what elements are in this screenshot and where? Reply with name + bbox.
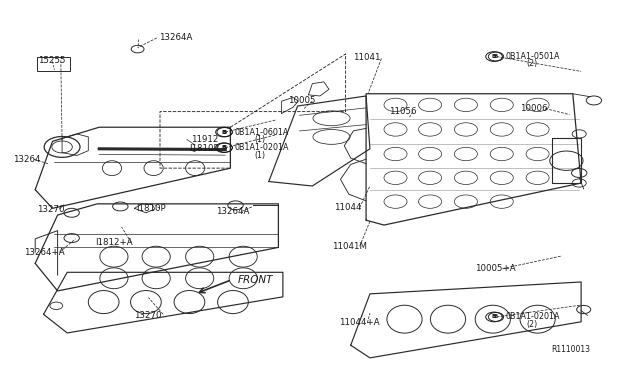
Text: B: B — [494, 54, 498, 59]
Text: (2): (2) — [526, 320, 538, 329]
Text: 0B1A1-0201A: 0B1A1-0201A — [234, 143, 289, 152]
Text: 13264+A: 13264+A — [24, 248, 65, 257]
Text: 0B1A1-0601A: 0B1A1-0601A — [234, 128, 289, 137]
Text: (2): (2) — [526, 60, 538, 68]
Text: 10005+A: 10005+A — [475, 264, 515, 273]
Text: 13264A: 13264A — [216, 207, 250, 216]
Text: B: B — [223, 129, 227, 135]
Text: B: B — [494, 314, 498, 320]
Text: (1): (1) — [255, 135, 266, 144]
Text: 11912: 11912 — [191, 135, 218, 144]
Text: 0B1A1-0501A: 0B1A1-0501A — [506, 52, 560, 61]
Text: 13270: 13270 — [134, 311, 162, 320]
Text: I1812+A: I1812+A — [95, 238, 132, 247]
Text: 15255: 15255 — [38, 56, 66, 65]
Text: FRONT: FRONT — [238, 275, 273, 285]
Text: 10005: 10005 — [288, 96, 316, 105]
Text: (1): (1) — [255, 151, 266, 160]
Bar — [37, 57, 70, 71]
Text: I1810P: I1810P — [136, 204, 165, 213]
Text: 13270: 13270 — [37, 205, 65, 214]
Text: 11041: 11041 — [353, 53, 381, 62]
Text: 13264A: 13264A — [159, 33, 192, 42]
Text: B: B — [222, 129, 226, 135]
Text: 11041M: 11041M — [332, 242, 367, 251]
Text: 0B1A1-0201A: 0B1A1-0201A — [506, 312, 560, 321]
Text: 11056: 11056 — [389, 107, 417, 116]
Text: I1810P: I1810P — [189, 144, 219, 153]
Text: B: B — [222, 145, 226, 150]
Text: B: B — [223, 145, 227, 150]
Text: B: B — [492, 54, 496, 59]
Text: 11044+A: 11044+A — [339, 318, 380, 327]
Text: B: B — [492, 314, 496, 320]
Text: 13264: 13264 — [13, 155, 40, 164]
Text: 11044: 11044 — [334, 203, 362, 212]
Text: R1110013: R1110013 — [552, 345, 591, 354]
Text: 10006: 10006 — [520, 104, 547, 113]
